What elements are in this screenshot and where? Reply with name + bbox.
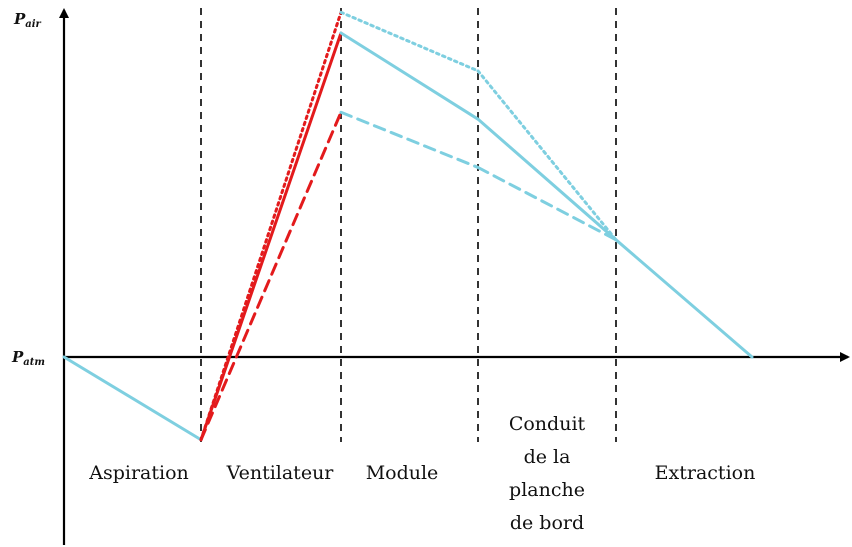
stage-dividers [200, 8, 617, 442]
stage-label: planche [509, 479, 585, 501]
stage-label: Module [366, 462, 439, 484]
series-layer [62, 10, 754, 442]
series-dashed-segment-1 [199, 110, 343, 442]
y-label-sub: atm [23, 357, 45, 368]
y-label-main: P [11, 348, 24, 366]
y-label-sub: air [25, 19, 41, 30]
series-solid-segment-0 [62, 355, 203, 442]
y-label-main: P [13, 10, 26, 28]
stage-label: Ventilateur [226, 462, 335, 484]
series-dotted-segment-3 [476, 69, 618, 242]
series-solid-segment-3 [476, 117, 618, 242]
series-solid-segment-4 [614, 238, 754, 359]
stage-label: de la [524, 446, 571, 468]
y-label-patm: Patm [11, 348, 45, 368]
axes [59, 8, 850, 545]
stage-label: Aspiration [88, 462, 189, 484]
stage-label: de bord [510, 512, 584, 534]
y-label-pair: Pair [13, 10, 42, 30]
series-solid-segment-2 [339, 31, 480, 121]
stage-label: Conduit [509, 413, 586, 435]
series-dotted-segment-1 [199, 10, 343, 442]
series-dashed-segment-2 [339, 110, 480, 169]
stage-label: Extraction [655, 462, 756, 484]
series-dashed-segment-3 [476, 165, 618, 242]
series-dotted-segment-2 [339, 10, 480, 73]
